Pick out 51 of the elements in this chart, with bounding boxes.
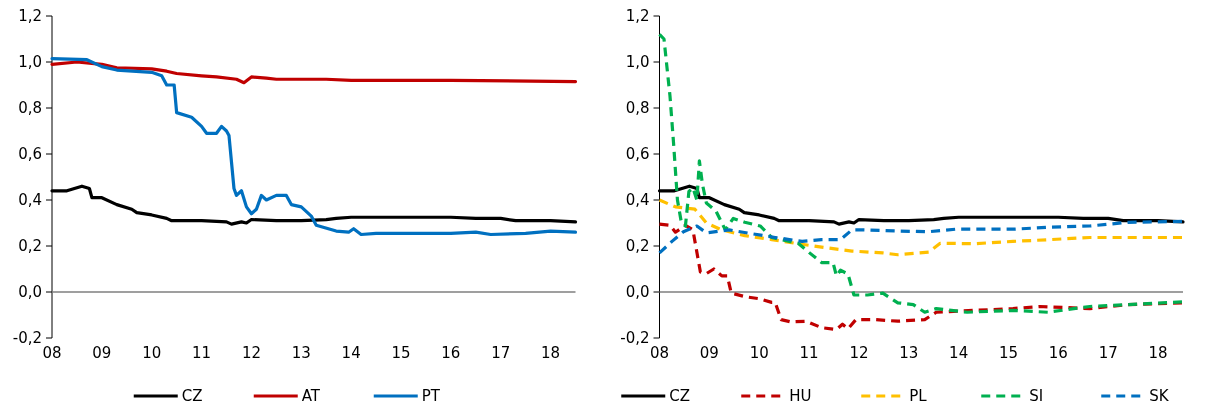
x-tick-label: 09	[699, 344, 719, 362]
y-tick-label: 0,6	[625, 145, 650, 164]
x-tick-label: 11	[799, 344, 819, 362]
y-tick-label: 0,2	[625, 237, 650, 256]
y-tick-label: 0,0	[18, 283, 42, 302]
x-tick-label: 08	[42, 344, 62, 362]
legend-label: PL	[909, 387, 928, 406]
y-tick-label: 1,2	[18, 7, 42, 26]
line-series	[50, 56, 578, 237]
x-tick-label: 12	[849, 344, 869, 362]
y-tick-label: 1,2	[625, 7, 650, 26]
x-tick-label: 08	[649, 344, 670, 362]
y-tick-label: 1,0	[18, 53, 42, 72]
x-tick-label: 15	[998, 344, 1019, 362]
x-tick-label: 11	[192, 344, 212, 362]
legend-label: CZ	[181, 387, 203, 406]
x-tick-label: 12	[241, 344, 261, 362]
legend-label: SI	[1029, 387, 1044, 406]
y-tick-label: 0,4	[18, 191, 42, 210]
x-tick-label: 09	[92, 344, 112, 362]
x-tick-label: 15	[391, 344, 411, 362]
y-tick-label: -0,2	[620, 329, 650, 348]
y-tick-label: 0,8	[625, 99, 650, 118]
x-tick-label: 16	[441, 344, 461, 362]
x-tick-label: 14	[949, 344, 969, 362]
legend-label: CZ	[669, 387, 690, 406]
legend-label: SK	[1149, 387, 1170, 406]
x-tick-label: 18	[1148, 344, 1168, 362]
x-tick-label: 13	[899, 344, 919, 362]
x-tick-label: 13	[291, 344, 311, 362]
y-tick-label: 0,6	[18, 145, 42, 164]
line-series	[657, 219, 1184, 255]
y-tick-label: 0,2	[18, 237, 42, 256]
line-series	[657, 198, 1184, 257]
legend-label: AT	[301, 387, 321, 406]
y-tick-label: 1,0	[625, 53, 650, 72]
x-tick-label: 10	[142, 344, 162, 362]
legend-label: PT	[421, 387, 441, 406]
line-series	[50, 60, 578, 85]
y-tick-label: 0,8	[18, 99, 42, 118]
x-tick-label: 14	[341, 344, 361, 362]
y-tick-label: 0,4	[625, 191, 650, 210]
x-tick-label: 16	[1048, 344, 1068, 362]
x-tick-label: 17	[1098, 344, 1118, 362]
line-series	[657, 32, 1184, 314]
x-tick-label: 17	[491, 344, 511, 362]
legend-label: HU	[789, 387, 812, 406]
y-tick-label: -0,2	[12, 329, 42, 348]
y-tick-label: 0,0	[625, 283, 650, 302]
x-tick-label: 10	[749, 344, 769, 362]
x-tick-label: 18	[541, 344, 561, 362]
